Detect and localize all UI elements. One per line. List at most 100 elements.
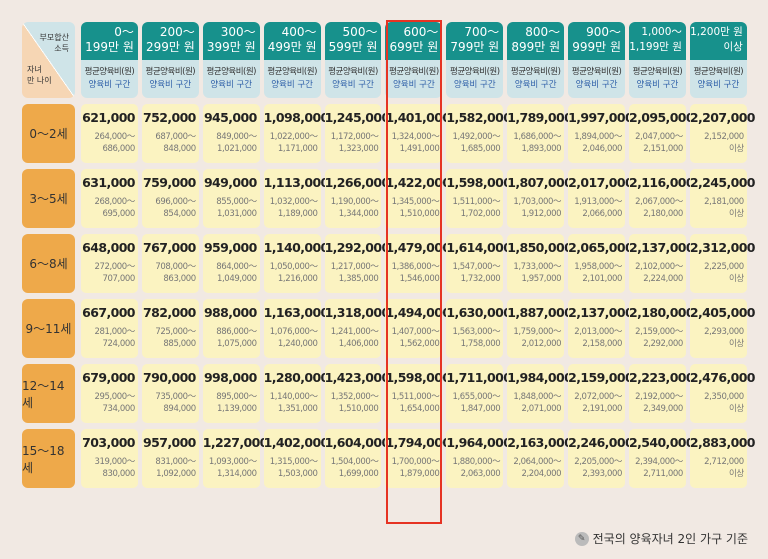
range-low: 2,064,000～ <box>513 457 562 467</box>
range-low: 2,712,000 <box>704 457 744 467</box>
cost-range: 1,241,000～ 1,406,000 <box>325 326 379 350</box>
range-high: 1,049,000 <box>217 274 257 284</box>
range-low: 1,958,000～ <box>574 262 623 272</box>
table-cell: 679,000 295,000～ 734,000 <box>81 364 138 423</box>
table-cell: 1,964,000 1,880,000～ 2,063,000 <box>446 429 512 488</box>
avg-cost-label: 평균양육비(원) <box>328 67 378 77</box>
range-low: 1,140,000～ <box>269 392 318 402</box>
average-cost: 1,604,000 <box>324 435 391 450</box>
age-group-label: 0～2세 <box>22 104 75 163</box>
cost-range: 1,894,000～ 2,046,000 <box>568 131 622 155</box>
table-cell: 1,997,000 1,894,000～ 2,046,000 <box>568 104 634 163</box>
age-group-label: 3～5세 <box>22 169 75 228</box>
range-low: 1,504,000～ <box>330 457 379 467</box>
average-cost: 2,180,000 <box>629 305 695 320</box>
avg-cost-label: 평균양육비(원) <box>510 67 561 77</box>
range-low: 1,345,000～ <box>391 197 440 207</box>
range-high: 2,711,000 <box>643 469 683 479</box>
average-cost: 1,997,000 <box>568 110 634 125</box>
range-high: 2,349,000 <box>643 404 683 414</box>
table-cell: 1,227,000 1,093,000～ 1,314,000 <box>202 429 269 488</box>
range-low: 895,000～ <box>216 392 257 402</box>
range-high: 1,510,000 <box>338 404 379 414</box>
range-low: 2,047,000～ <box>635 132 683 142</box>
cost-range: 1,022,000～ 1,171,000 <box>264 131 318 155</box>
average-cost: 759,000 <box>143 175 196 190</box>
average-cost: 1,140,000 <box>263 240 330 255</box>
cost-range: 1,759,000～ 2,012,000 <box>507 326 561 350</box>
range-low: 2,192,000～ <box>635 392 683 402</box>
range-high: 2,012,000 <box>521 339 562 349</box>
average-cost: 2,223,000 <box>629 370 695 385</box>
range-high: 2,151,000 <box>643 144 683 154</box>
range-high: 1,758,000 <box>460 339 501 349</box>
average-cost: 945,000 <box>203 110 257 125</box>
income-header-10: 1,200만 원 이상 <box>689 22 747 60</box>
range-low: 1,880,000～ <box>452 457 501 467</box>
cost-range: 2,293,000 이상 <box>690 326 744 350</box>
table-cell: 2,405,000 2,293,000 이상 <box>689 299 755 358</box>
income-header-3: 400～ 499만 원 <box>263 22 321 60</box>
table-cell: 1,598,000 1,511,000～ 1,654,000 <box>385 364 451 423</box>
cost-range-label: 양육비 구간 <box>636 80 679 90</box>
range-high: 1,139,000 <box>217 404 257 414</box>
cost-range: 1,345,000～ 1,510,000 <box>385 196 440 220</box>
range-high: 2,191,000 <box>582 404 623 414</box>
range-high: 2,063,000 <box>460 469 501 479</box>
range-high: 2,224,000 <box>643 274 683 284</box>
table-cell: 2,116,000 2,067,000～ 2,180,000 <box>629 169 695 228</box>
avg-cost-label: 평균양육비(원) <box>632 67 683 77</box>
cost-range-label: 양육비 구간 <box>149 80 192 90</box>
income-header-0: 0～ 199만 원 <box>81 22 138 60</box>
range-high: 1,351,000 <box>277 404 318 414</box>
range-high: 1,344,000 <box>338 209 379 219</box>
range-low: 1,190,000～ <box>330 197 379 207</box>
range-low: 864,000～ <box>216 262 257 272</box>
average-cost: 2,137,000 <box>568 305 634 320</box>
cost-range: 281,000～ 724,000 <box>81 326 135 350</box>
average-cost: 1,423,000 <box>324 370 391 385</box>
age-group-label: 12～14세 <box>22 364 75 423</box>
range-high: 2,204,000 <box>521 469 562 479</box>
cost-range: 1,504,000～ 1,699,000 <box>325 456 379 480</box>
range-low: 2,293,000 <box>704 327 744 337</box>
table-cell: 1,711,000 1,655,000～ 1,847,000 <box>446 364 512 423</box>
income-header-9: 1,000～ 1,199만 원 <box>629 22 686 60</box>
range-low: 1,511,000～ <box>391 392 440 402</box>
average-cost: 1,163,000 <box>263 305 330 320</box>
average-cost: 1,227,000 <box>202 435 269 450</box>
cost-range: 1,032,000～ 1,189,000 <box>264 196 318 220</box>
range-high: 1,510,000 <box>399 209 440 219</box>
range-high: 1,323,000 <box>338 144 379 154</box>
cost-range: 886,000～ 1,075,000 <box>203 326 257 350</box>
range-low: 1,352,000～ <box>330 392 379 402</box>
cost-range-label: 양육비 구간 <box>575 80 618 90</box>
table-cell: 1,598,000 1,511,000～ 1,702,000 <box>446 169 512 228</box>
range-high: 1,912,000 <box>521 209 562 219</box>
average-cost: 1,807,000 <box>507 175 573 190</box>
table-cell: 667,000 281,000～ 724,000 <box>81 299 138 358</box>
range-high: 734,000 <box>102 404 136 414</box>
range-low: 1,848,000～ <box>513 392 562 402</box>
table-cell: 1,850,000 1,733,000～ 1,957,000 <box>507 234 573 293</box>
average-cost: 703,000 <box>82 435 135 450</box>
subheader-1: 평균양육비(원) 양육비 구간 <box>141 60 199 98</box>
average-cost: 1,292,000 <box>324 240 391 255</box>
range-high: 이상 <box>728 144 744 154</box>
table-cell: 1,794,000 1,700,000～ 1,879,000 <box>385 429 451 488</box>
cost-range: 1,407,000～ 1,562,000 <box>385 326 440 350</box>
subheader-9: 평균양육비(원) 양육비 구간 <box>629 60 686 98</box>
average-cost: 957,000 <box>143 435 196 450</box>
average-cost: 1,113,000 <box>263 175 330 190</box>
table-cell: 2,180,000 2,159,000～ 2,292,000 <box>629 299 695 358</box>
cost-range: 2,072,000～ 2,191,000 <box>568 391 622 415</box>
average-cost: 2,312,000 <box>689 240 756 255</box>
average-cost: 1,964,000 <box>446 435 512 450</box>
range-high: 이상 <box>728 209 744 219</box>
cost-range: 855,000～ 1,031,000 <box>203 196 257 220</box>
table-cell: 1,582,000 1,492,000～ 1,685,000 <box>446 104 512 163</box>
income-header-7: 800～ 899만 원 <box>507 22 565 60</box>
table-cell: 1,494,000 1,407,000～ 1,562,000 <box>385 299 451 358</box>
average-cost: 790,000 <box>143 370 196 385</box>
avg-cost-label: 평균양육비(원) <box>84 67 135 77</box>
